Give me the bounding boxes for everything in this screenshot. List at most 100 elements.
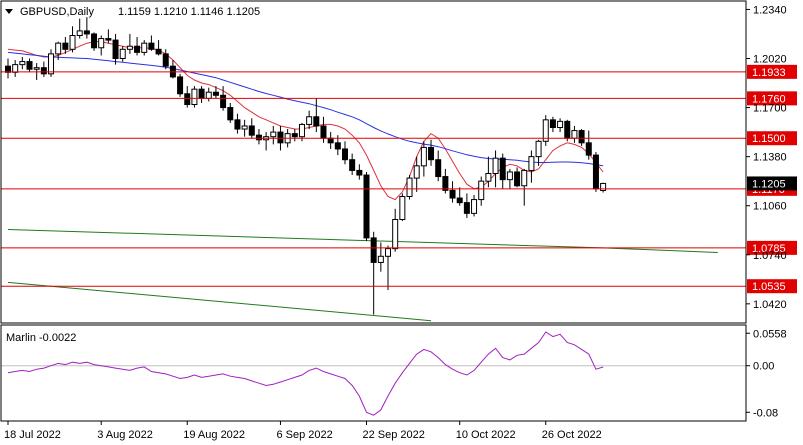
price-tick-label: 1.2340 (753, 4, 787, 16)
candle-body (535, 140, 542, 158)
candle-body (485, 173, 492, 182)
candle-body (91, 33, 98, 49)
candle-body (420, 146, 427, 167)
current-price-label: 1.1205 (752, 178, 786, 190)
level-label-box (747, 91, 797, 106)
candle-body (162, 53, 169, 67)
candle-body (377, 255, 384, 263)
candle-body (478, 180, 485, 201)
candle-body (40, 67, 47, 75)
candle-body (471, 199, 478, 214)
candle-body (62, 42, 69, 50)
candle-body (248, 125, 255, 136)
candle-body (557, 120, 564, 129)
price-panel-frame (0, 0, 747, 324)
candle-body (55, 42, 62, 55)
price-tick-label: 1.1700 (753, 103, 787, 115)
time-tick-label: 6 Sep 2022 (276, 429, 332, 441)
osc-tick-label: 0.00 (753, 361, 774, 373)
candle-body (291, 133, 298, 138)
level-label-box (747, 240, 797, 255)
candle-body (198, 88, 205, 99)
price-tick-label: 1.1380 (753, 152, 787, 164)
candle-body (506, 171, 513, 181)
candle-body (456, 197, 463, 204)
candle-body (514, 171, 521, 187)
candle-body (105, 38, 112, 41)
candle-body (148, 42, 155, 50)
candle-body (585, 142, 592, 156)
candle-body (126, 45, 133, 50)
candle-body (191, 88, 198, 105)
candle-body (69, 35, 76, 50)
candle-body (571, 130, 578, 139)
candle-body (141, 42, 148, 53)
candle-body (363, 174, 370, 239)
candle-body (306, 116, 313, 125)
indicator-line-3 (7, 281, 432, 322)
candle-body (564, 120, 571, 139)
indicator-line-0 (7, 41, 604, 201)
level-label: 1.1500 (752, 133, 786, 145)
indicator-line-2 (7, 229, 718, 253)
time-tick-label: 19 Aug 2022 (183, 429, 245, 441)
osc-tick-label: 0.0558 (753, 328, 787, 340)
candle-body (385, 248, 392, 257)
candle-body (327, 137, 334, 144)
candle-body (277, 131, 284, 144)
candle-body (356, 169, 363, 176)
level-label: 1.0785 (752, 243, 786, 255)
candle-body (334, 142, 341, 150)
candle-body (19, 61, 26, 66)
price-tick-label: 1.1060 (753, 201, 787, 213)
candle-body (298, 123, 305, 138)
time-tick-label: 26 Oct 2022 (542, 429, 602, 441)
candle-body (155, 48, 162, 55)
time-tick-label: 3 Aug 2022 (97, 429, 153, 441)
candle-body (449, 189, 456, 199)
candle-body (442, 176, 449, 191)
level-label-box (747, 279, 797, 294)
candle-body (499, 157, 506, 181)
level-label: 1.1933 (752, 67, 786, 79)
time-tick-label: 22 Sep 2022 (363, 429, 425, 441)
candle-body (370, 237, 377, 263)
candle-body (435, 159, 442, 178)
candle-body (205, 91, 212, 99)
candle-body (592, 154, 599, 190)
candle-body (48, 53, 55, 75)
current-price-box (747, 176, 797, 191)
marlin-line (7, 331, 604, 416)
level-label: 1.0535 (752, 281, 786, 293)
candle-body (320, 125, 327, 139)
candle-body (492, 157, 499, 175)
candle-body (270, 131, 277, 138)
price-tick-label: 1.0740 (753, 250, 787, 262)
time-tick-label: 10 Oct 2022 (456, 429, 516, 441)
candle-body (349, 159, 356, 171)
candle-body (578, 130, 585, 144)
candle-body (521, 169, 528, 187)
candle-body (255, 134, 262, 141)
indicator-line-1 (7, 51, 604, 167)
candle-body (227, 107, 234, 121)
osc-title: Marlin -0.0022 (6, 332, 76, 344)
price-tick-label: 1.0420 (753, 299, 787, 311)
candle-body (392, 219, 399, 250)
candle-body (26, 61, 33, 70)
candle-body (313, 116, 320, 127)
chart-title: GBPUSD,Daily (20, 6, 94, 18)
candle-body (399, 196, 406, 220)
candle-body (177, 76, 184, 95)
osc-tick-label: -0.08 (753, 407, 778, 419)
candle-body (83, 30, 90, 35)
candle-body (528, 156, 535, 171)
candle-body (112, 39, 119, 59)
candle-body (98, 38, 105, 49)
candle-body (33, 67, 40, 70)
level-label: 1.1760 (752, 93, 786, 105)
candle-body (428, 146, 435, 161)
candle-body (341, 148, 348, 161)
